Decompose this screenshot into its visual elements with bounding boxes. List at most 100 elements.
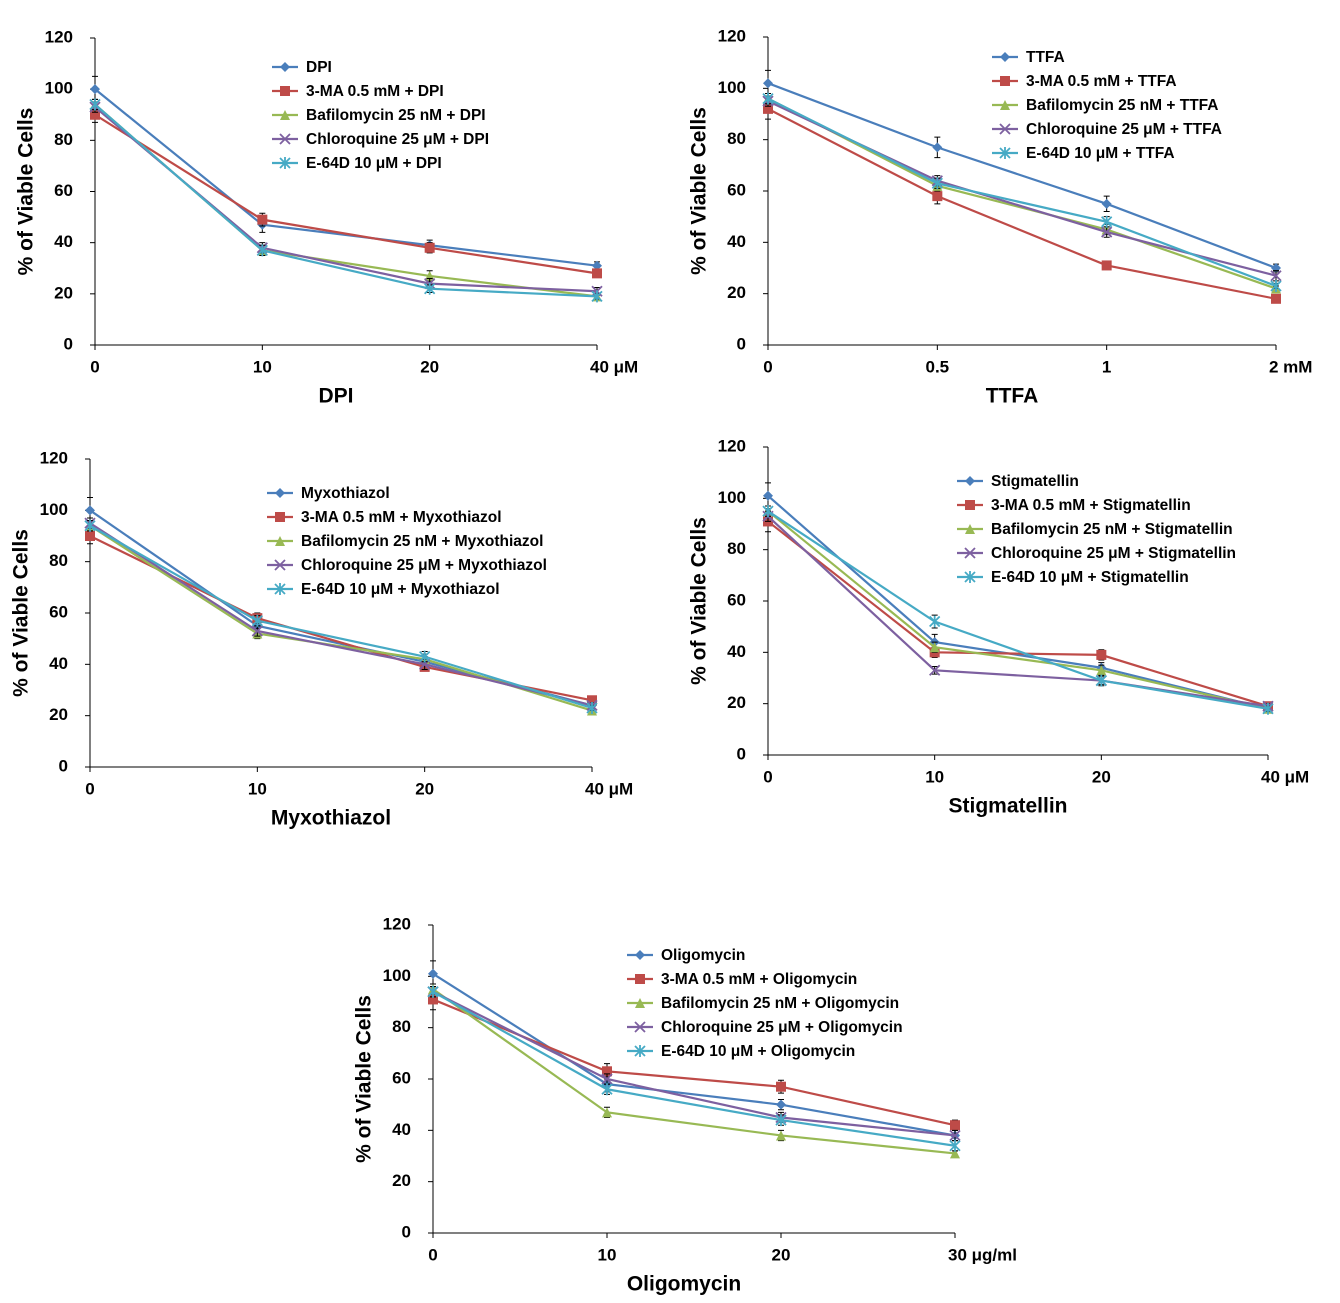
marker	[776, 1081, 786, 1092]
marker	[1270, 279, 1282, 292]
marker	[776, 1130, 786, 1141]
legend-marker	[965, 524, 975, 534]
y-axis-title: % of Viable Cells	[353, 995, 376, 1163]
series-line	[767, 515, 1269, 708]
y-axis-title: % of Viable Cells	[688, 107, 711, 275]
y-tick-label: 100	[718, 488, 746, 507]
marker	[256, 244, 268, 257]
legend-label: Stigmatellin	[991, 473, 1079, 490]
y-tick-label: 40	[727, 232, 746, 251]
legend-marker	[964, 547, 976, 559]
marker	[950, 1148, 960, 1159]
y-axis-title: % of Viable Cells	[15, 108, 38, 276]
x-tick-label: 10	[598, 1245, 617, 1264]
legend-label: Bafilomycin 25 nM + Myxothiazol	[301, 533, 543, 550]
marker	[85, 505, 95, 516]
marker	[428, 968, 438, 979]
y-tick-label: 100	[45, 79, 73, 98]
legend-label: E-64D 10 μM + TTFA	[1026, 145, 1175, 162]
marker	[592, 268, 602, 279]
marker	[1096, 665, 1107, 676]
x-tick-label: 0	[85, 779, 94, 798]
marker	[424, 242, 435, 253]
y-tick-label: 20	[49, 705, 68, 724]
x-tick-label: 40 μM	[585, 779, 633, 798]
x-tick-label: 20	[772, 1245, 791, 1264]
x-tick-label: 30 μg/ml	[948, 1245, 1017, 1264]
legend-label: DPI	[306, 59, 332, 76]
legend-marker	[275, 512, 285, 522]
marker	[428, 994, 438, 1005]
legend-marker	[274, 559, 286, 571]
y-tick-label: 0	[737, 744, 746, 763]
marker	[1101, 198, 1112, 209]
y-tick-label: 20	[392, 1171, 411, 1190]
legend-label: Chloroquine 25 μM + Oligomycin	[661, 1019, 903, 1036]
series-line	[94, 103, 598, 298]
y-tick-label: 60	[727, 590, 746, 609]
x-tick-label: 0	[763, 357, 772, 376]
y-tick-label: 60	[727, 180, 746, 199]
marker	[949, 1129, 961, 1142]
y-tick-label: 100	[40, 500, 68, 519]
legend-label: Bafilomycin 25 nM + Oligomycin	[661, 995, 899, 1012]
marker	[602, 1107, 612, 1118]
marker	[949, 1139, 961, 1152]
legend-label: Chloroquine 25 μM + Myxothiazol	[301, 557, 547, 574]
legend-marker	[635, 950, 645, 960]
y-axis-title: % of Viable Cells	[10, 529, 33, 697]
series-line	[767, 510, 1269, 710]
marker	[591, 290, 603, 303]
x-tick-label: 0	[90, 357, 99, 376]
legend-marker	[280, 62, 290, 72]
legend-marker	[634, 1021, 646, 1033]
y-tick-label: 60	[54, 181, 73, 200]
legend-label: 3-MA 0.5 mM + Myxothiazol	[301, 509, 502, 526]
y-tick-label: 20	[727, 283, 746, 302]
x-tick-label: 10	[253, 357, 272, 376]
legend-label: E-64D 10 μM + Stigmatellin	[991, 569, 1189, 586]
series-line	[432, 990, 956, 1147]
y-tick-label: 120	[718, 26, 746, 45]
marker	[1095, 674, 1107, 687]
marker	[929, 664, 941, 676]
x-tick-label: 10	[925, 767, 944, 786]
marker	[601, 1083, 613, 1096]
marker	[592, 260, 602, 271]
x-tick-label: 20	[1092, 767, 1111, 786]
legend-label: Bafilomycin 25 nM + Stigmatellin	[991, 521, 1233, 538]
y-tick-label: 60	[392, 1068, 411, 1087]
series-line	[89, 522, 593, 707]
legend-marker	[634, 1045, 646, 1057]
series-line	[432, 990, 956, 1137]
legend-marker	[1000, 100, 1010, 110]
x-axis-title: Oligomycin	[627, 1273, 741, 1296]
series-line	[94, 113, 598, 275]
marker	[427, 985, 439, 998]
x-tick-label: 10	[248, 779, 267, 798]
marker	[1101, 215, 1113, 228]
y-tick-label: 120	[45, 27, 73, 46]
marker	[1101, 260, 1112, 271]
marker	[1271, 293, 1281, 304]
x-tick-label: 2 mM	[1269, 357, 1312, 376]
y-tick-label: 40	[49, 654, 68, 673]
y-tick-label: 40	[392, 1120, 411, 1139]
y-tick-label: 0	[737, 334, 746, 353]
marker	[932, 142, 943, 153]
series-line	[767, 510, 1269, 710]
legend-label: Oligomycin	[661, 947, 745, 964]
y-tick-label: 20	[54, 283, 73, 302]
series-line	[432, 972, 956, 1137]
legend-label: E-64D 10 μM + Oligomycin	[661, 1043, 855, 1060]
y-tick-label: 0	[59, 756, 68, 775]
marker	[251, 614, 263, 627]
series-line	[89, 524, 593, 712]
y-tick-label: 0	[402, 1222, 411, 1241]
series-line	[767, 520, 1269, 708]
y-tick-label: 120	[40, 448, 68, 467]
legend-label: Bafilomycin 25 nM + TTFA	[1026, 97, 1219, 114]
x-axis-title: DPI	[318, 385, 353, 408]
legend-label: 3-MA 0.5 mM + DPI	[306, 83, 444, 100]
legend-label: Myxothiazol	[301, 485, 390, 502]
